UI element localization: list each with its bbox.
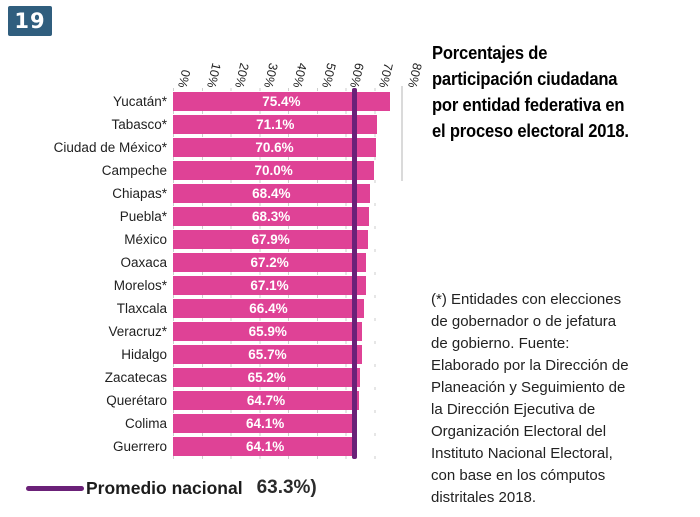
bar-row: Zacatecas 65.2%: [6, 366, 403, 389]
bar: 75.4%: [173, 91, 390, 112]
x-axis-tick-label: 50%: [318, 61, 339, 90]
x-axis-tick-label: 10%: [203, 61, 224, 90]
bar: 67.1%: [173, 275, 366, 296]
bar-value-label: 65.9%: [248, 324, 287, 339]
bar: 64.1%: [173, 413, 358, 434]
bar-row: Tlaxcala 66.4%: [6, 297, 403, 320]
x-axis-tick-label: 30%: [261, 61, 281, 90]
bar-value-label: 71.1%: [256, 117, 295, 132]
bar-value-label: 67.1%: [250, 278, 289, 293]
x-axis-tick-label: 0%: [175, 68, 193, 90]
bar: 65.2%: [173, 367, 361, 388]
x-axis-tick-label: 20%: [232, 61, 252, 90]
bar-value-label: 70.0%: [254, 163, 293, 178]
x-axis-tick-label: 80%: [405, 61, 425, 90]
bar-row: Guerrero 64.1%: [6, 435, 403, 458]
category-label: Yucatán*: [112, 94, 167, 109]
bar: 70.6%: [173, 137, 376, 158]
bar: 66.4%: [173, 298, 364, 319]
category-label: Chiapas*: [112, 186, 167, 201]
x-axis-tick-labels: 0% 10% 20% 30% 40% 50% 60% 70% 80%: [173, 28, 424, 90]
category-label: Zacatecas: [104, 370, 167, 385]
category-label: Campeche: [101, 163, 167, 178]
bar-value-label: 65.2%: [247, 370, 286, 385]
bar-value-label: 65.7%: [248, 347, 287, 362]
x-axis-tick-label: 70%: [376, 61, 396, 90]
average-legend: Promedio nacional 63.3%): [26, 477, 317, 499]
category-label: Tabasco*: [111, 117, 167, 132]
bar-value-label: 70.6%: [255, 140, 294, 155]
average-line-swatch: [26, 485, 84, 491]
bar-value-label: 75.4%: [262, 94, 301, 109]
bar-row: Chiapas* 68.4%: [6, 182, 403, 205]
bar-row: Colima 64.1%: [6, 412, 403, 435]
bar-row: Morelos* 67.1%: [6, 274, 403, 297]
bar-value-label: 64.1%: [246, 439, 285, 454]
bar-value-label: 64.1%: [246, 416, 285, 431]
average-legend-value: 63.3%): [256, 477, 317, 498]
bar: 64.1%: [173, 436, 358, 457]
category-label: Puebla*: [119, 209, 167, 224]
bar-row: Puebla* 68.3%: [6, 205, 403, 228]
chart-title: Porcentajes de participación ciudadana p…: [432, 43, 629, 141]
bar-value-label: 68.4%: [252, 186, 291, 201]
category-label: Querétaro: [106, 393, 167, 408]
category-label: Oaxaca: [120, 255, 167, 270]
category-label: Tlaxcala: [116, 301, 167, 316]
bar: 64.7%: [173, 390, 359, 411]
bar-value-label: 67.2%: [250, 255, 289, 270]
category-label: Ciudad de México*: [53, 140, 167, 155]
average-legend-label: Promedio nacional: [86, 477, 243, 498]
bar-row: México 67.9%: [6, 228, 403, 251]
bar-row: Hidalgo 65.7%: [6, 343, 403, 366]
bar-value-label: 64.7%: [246, 393, 286, 408]
x-axis-tick-label: 60%: [347, 61, 367, 90]
bar: 65.9%: [173, 321, 363, 342]
bar: 68.4%: [173, 183, 370, 204]
bar-value-label: 68.3%: [252, 209, 291, 224]
bar: 65.7%: [173, 344, 362, 365]
bar: 71.1%: [173, 114, 378, 135]
category-label: Guerrero: [112, 439, 167, 454]
category-label: Morelos*: [113, 278, 167, 293]
bar: 67.9%: [173, 229, 369, 250]
category-label: Veracruz*: [108, 324, 167, 339]
bar-value-label: 66.4%: [249, 301, 288, 316]
bar: 70.0%: [173, 160, 375, 181]
bar-row: Yucatán* 75.4%: [6, 90, 403, 113]
bar-row: Ciudad de México* 70.6%: [6, 136, 403, 159]
category-label: México: [124, 232, 167, 247]
bar-row: Oaxaca 67.2%: [6, 251, 403, 274]
x-axis-tick-label: 40%: [290, 61, 310, 90]
bar-row: Querétaro 64.7%: [6, 389, 403, 412]
bar: 68.3%: [173, 206, 370, 227]
bar-row: Tabasco* 71.1%: [6, 113, 403, 136]
participation-bar-chart: Yucatán* 75.4% Tabasco* 71.1% Ciudad de Méxi…: [6, 86, 403, 460]
category-label: Hidalgo: [121, 347, 167, 362]
page-number-badge: 19: [8, 6, 52, 36]
bar-row: Campeche 70.0%: [6, 159, 403, 182]
source-footnote: (*) Entidades con elecciones de gobernad…: [431, 291, 629, 506]
category-label: Colima: [124, 416, 167, 431]
bar-value-label: 67.9%: [251, 232, 290, 247]
bar: 67.2%: [173, 252, 367, 273]
bar-row: Veracruz* 65.9%: [6, 320, 403, 343]
